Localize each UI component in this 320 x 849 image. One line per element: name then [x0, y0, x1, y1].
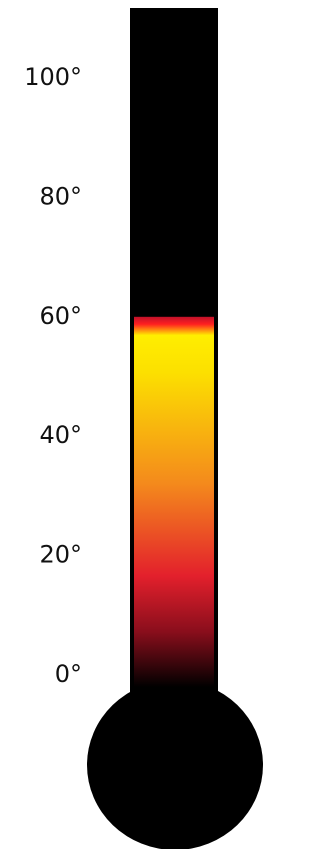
page: 0°20°40°60°80°100° (() => { const data =…: [0, 0, 320, 849]
mercury: [134, 317, 214, 687]
y-tick-label: 100°: [24, 63, 82, 91]
y-tick-label: 40°: [39, 421, 82, 449]
y-tick-label: 0°: [55, 660, 82, 688]
bulb: [87, 680, 263, 849]
y-tick-label: 60°: [39, 302, 82, 330]
chart: 0° 20° 40° 60° 80° 100°: [0, 0, 284, 849]
y-tick-label: 80°: [39, 182, 82, 210]
y-tick-label: 20°: [39, 541, 82, 569]
